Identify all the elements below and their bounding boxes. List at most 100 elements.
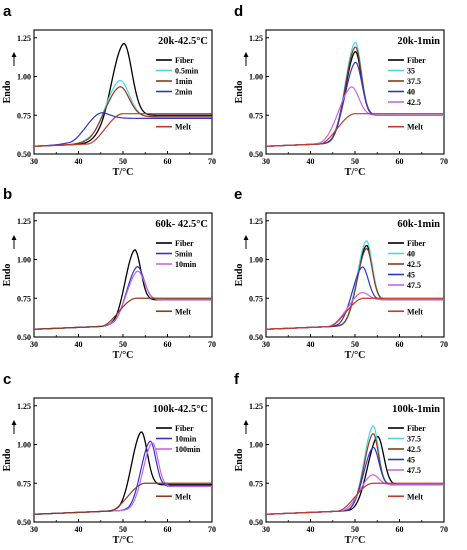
panel-b-ylabel: Endo [2,264,13,287]
panel-e-xtick-label: 60 [396,340,404,349]
panel-a-xtick-label: 50 [119,157,127,166]
panel-a-endo-arrowhead [11,52,17,57]
panel-e-xtick-label: 30 [262,340,270,349]
panel-a-series-3 [33,112,212,147]
panel-f-series-5 [265,482,444,515]
panel-d-endo-arrowhead [243,52,249,57]
panel-c-xtick-label: 50 [119,525,127,534]
panel-a-ytick-label: 1.25 [17,34,31,43]
panel-c-ylabel: Endo [2,449,13,472]
panel-d-letter: d [234,3,243,20]
panel-d-xlabel: T/°C [345,167,366,178]
panel-c-letter: c [3,371,11,388]
panel-d-legend-label: 42.5 [407,98,421,107]
panel-c-legend-label: 10min [175,435,197,444]
panel-d-legend-label-melt: Melt [407,123,423,132]
panel-e-ytick-label: 1.25 [249,217,263,226]
panel-d-xtick-label: 70 [440,157,448,166]
panel-d-legend-label: 40 [407,88,415,97]
panel-a-legend-label: 2min [175,88,193,97]
panel-a-ytick-label: 1.00 [17,73,31,82]
panel-d-legend-label: 37.5 [407,77,421,86]
panel-a-legend-label: Fiber [175,56,194,65]
panel-d-xtick-label: 30 [262,157,270,166]
panel-e-legend-label: 40 [407,250,415,259]
panel-a-xtick-label: 40 [75,157,83,166]
panel-b-legend-label: 10min [175,260,197,269]
panel-f-frame [265,397,445,523]
panel-e-frame [265,212,445,338]
panel-c-xtick-label: 70 [208,525,216,534]
panel-e-legend-label: 42.5 [407,260,421,269]
panel-a-xtick-label: 30 [30,157,38,166]
panel-b-letter: b [3,186,12,203]
panel-e-ytick-label: 0.75 [249,294,263,303]
panel-a-legend-label-melt: Melt [175,123,191,132]
panel-c-xtick-label: 30 [30,525,38,534]
panel-e-letter: e [234,186,242,203]
panel-c-legend-label-melt: Melt [175,492,191,501]
panel-d-xtick-label: 40 [307,157,315,166]
panel-c-endo-arrowhead [11,420,17,425]
panel-a-xtick-label: 60 [164,157,172,166]
panel-f-legend-label: 37.5 [407,435,421,444]
panel-b-legend-label: Fiber [175,239,194,248]
panel-f-xlabel: T/°C [345,535,366,546]
panel-c-ytick-label: 0.50 [17,518,31,527]
panel-e-legend-label: 47.5 [407,281,421,290]
panel-f-legend-label: 45 [407,456,415,465]
panel-b-frame [33,212,213,338]
panel-f-xtick-label: 60 [396,525,404,534]
panel-e-legend-label: 45 [407,271,415,280]
panel-c-ytick-label: 1.25 [17,402,31,411]
panel-d-xtick-label: 60 [396,157,404,166]
panel-a-ylabel: Endo [2,81,13,104]
panel-c-title: 100k-42.5°C [153,404,208,415]
panel-b-endo-arrowhead [11,235,17,240]
panel-b-ytick-label: 0.75 [17,294,31,303]
panel-d-legend-label: Fiber [407,56,426,65]
panel-b-xtick-label: 60 [164,340,172,349]
panel-f-ytick-label: 1.00 [249,441,263,450]
panel-b-ytick-label: 1.25 [17,217,31,226]
panel-f-ytick-label: 1.25 [249,402,263,411]
panel-f-xtick-label: 70 [440,525,448,534]
panel-b-xtick-label: 30 [30,340,38,349]
panel-f-xtick-label: 50 [351,525,359,534]
panel-a-ytick-label: 0.50 [17,150,31,159]
panel-f-letter: f [234,371,240,388]
panel-c-xtick-label: 60 [164,525,172,534]
panel-e-legend-label: Fiber [407,239,426,248]
panel-e-title: 60k-1min [397,219,440,230]
panel-d-ylabel: Endo [234,81,245,104]
panel-a-title: 20k-42.5°C [158,36,208,47]
panel-c-frame [33,397,213,523]
panel-f-ytick-label: 0.50 [249,518,263,527]
panel-f-ytick-label: 0.75 [249,479,263,488]
panel-d-frame [265,29,445,155]
panel-f-legend-label: Fiber [407,424,426,433]
panel-f-legend-label: 47.5 [407,466,421,475]
panel-e-endo-arrowhead [243,235,249,240]
panel-f-legend-label: 42.5 [407,445,421,454]
panel-d-ytick-label: 0.50 [249,150,263,159]
panel-d-series-5 [265,113,444,147]
panel-c-ytick-label: 0.75 [17,479,31,488]
panel-f-title: 100k-1min [392,404,440,415]
panel-c-xlabel: T/°C [113,535,134,546]
panel-e-xtick-label: 50 [351,340,359,349]
panel-f-ylabel: Endo [234,449,245,472]
panel-e-ytick-label: 0.50 [249,333,263,342]
panel-b-ytick-label: 1.00 [17,256,31,265]
panel-b-series-2 [33,270,212,330]
panel-a-xlabel: T/°C [113,167,134,178]
panel-b-legend-label-melt: Melt [175,307,191,316]
panel-f-endo-arrowhead [243,420,249,425]
panel-e-xtick-label: 40 [307,340,315,349]
panel-c-legend-label: Fiber [175,424,194,433]
panel-e-ylabel: Endo [234,264,245,287]
panel-b-ytick-label: 0.50 [17,333,31,342]
panel-e-xtick-label: 70 [440,340,448,349]
panel-f-xtick-label: 40 [307,525,315,534]
